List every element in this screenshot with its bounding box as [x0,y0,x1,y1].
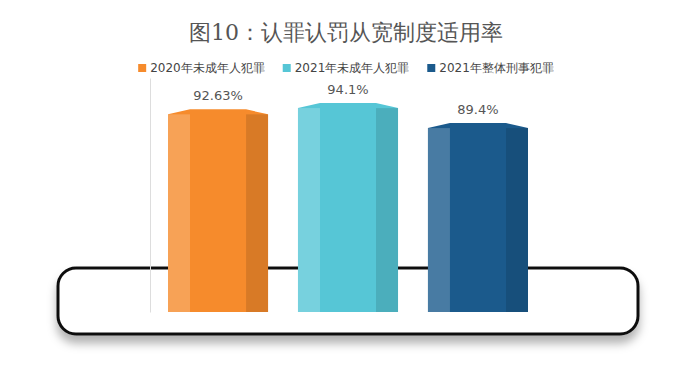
legend-item: 2021年整体刑事犯罪 [427,61,554,75]
bar [298,103,398,312]
bar-face-left [428,128,450,312]
bar-face-left [298,108,320,312]
y-axis-line [150,79,151,313]
data-label: 92.63% [193,88,243,103]
bars [168,103,528,312]
legend-label: 2021年整体刑事犯罪 [439,61,554,75]
legend-swatch [283,64,291,72]
data-labels: 92.63% 94.1% 89.4% [193,82,498,117]
bar [168,109,268,312]
legend-item: 2021年未成年人犯罪 [283,61,410,75]
legend-label: 2020年未成年人犯罪 [150,61,265,75]
data-label: 89.4% [457,102,498,117]
data-label: 94.1% [327,82,368,97]
bar-face-right [376,108,398,312]
legend-item: 2020年未成年人犯罪 [138,61,265,75]
legend-label: 2021年未成年人犯罪 [295,61,410,75]
legend-swatch [138,64,146,72]
y-axis [150,79,151,313]
legend: 2020年未成年人犯罪 2021年未成年人犯罪 2021年整体刑事犯罪 [138,61,554,75]
legend-swatch [427,64,435,72]
bar-face-left [168,114,190,312]
bar [428,123,528,312]
bar-face-right [506,128,528,312]
chart: 92.63% 94.1% 89.4% 图10：认罪认罚从宽制度适用率 2020年未成年人… [0,0,692,369]
title: 图10：认罪认罚从宽制度适用率 [189,20,503,45]
bar-face-right [246,114,268,312]
